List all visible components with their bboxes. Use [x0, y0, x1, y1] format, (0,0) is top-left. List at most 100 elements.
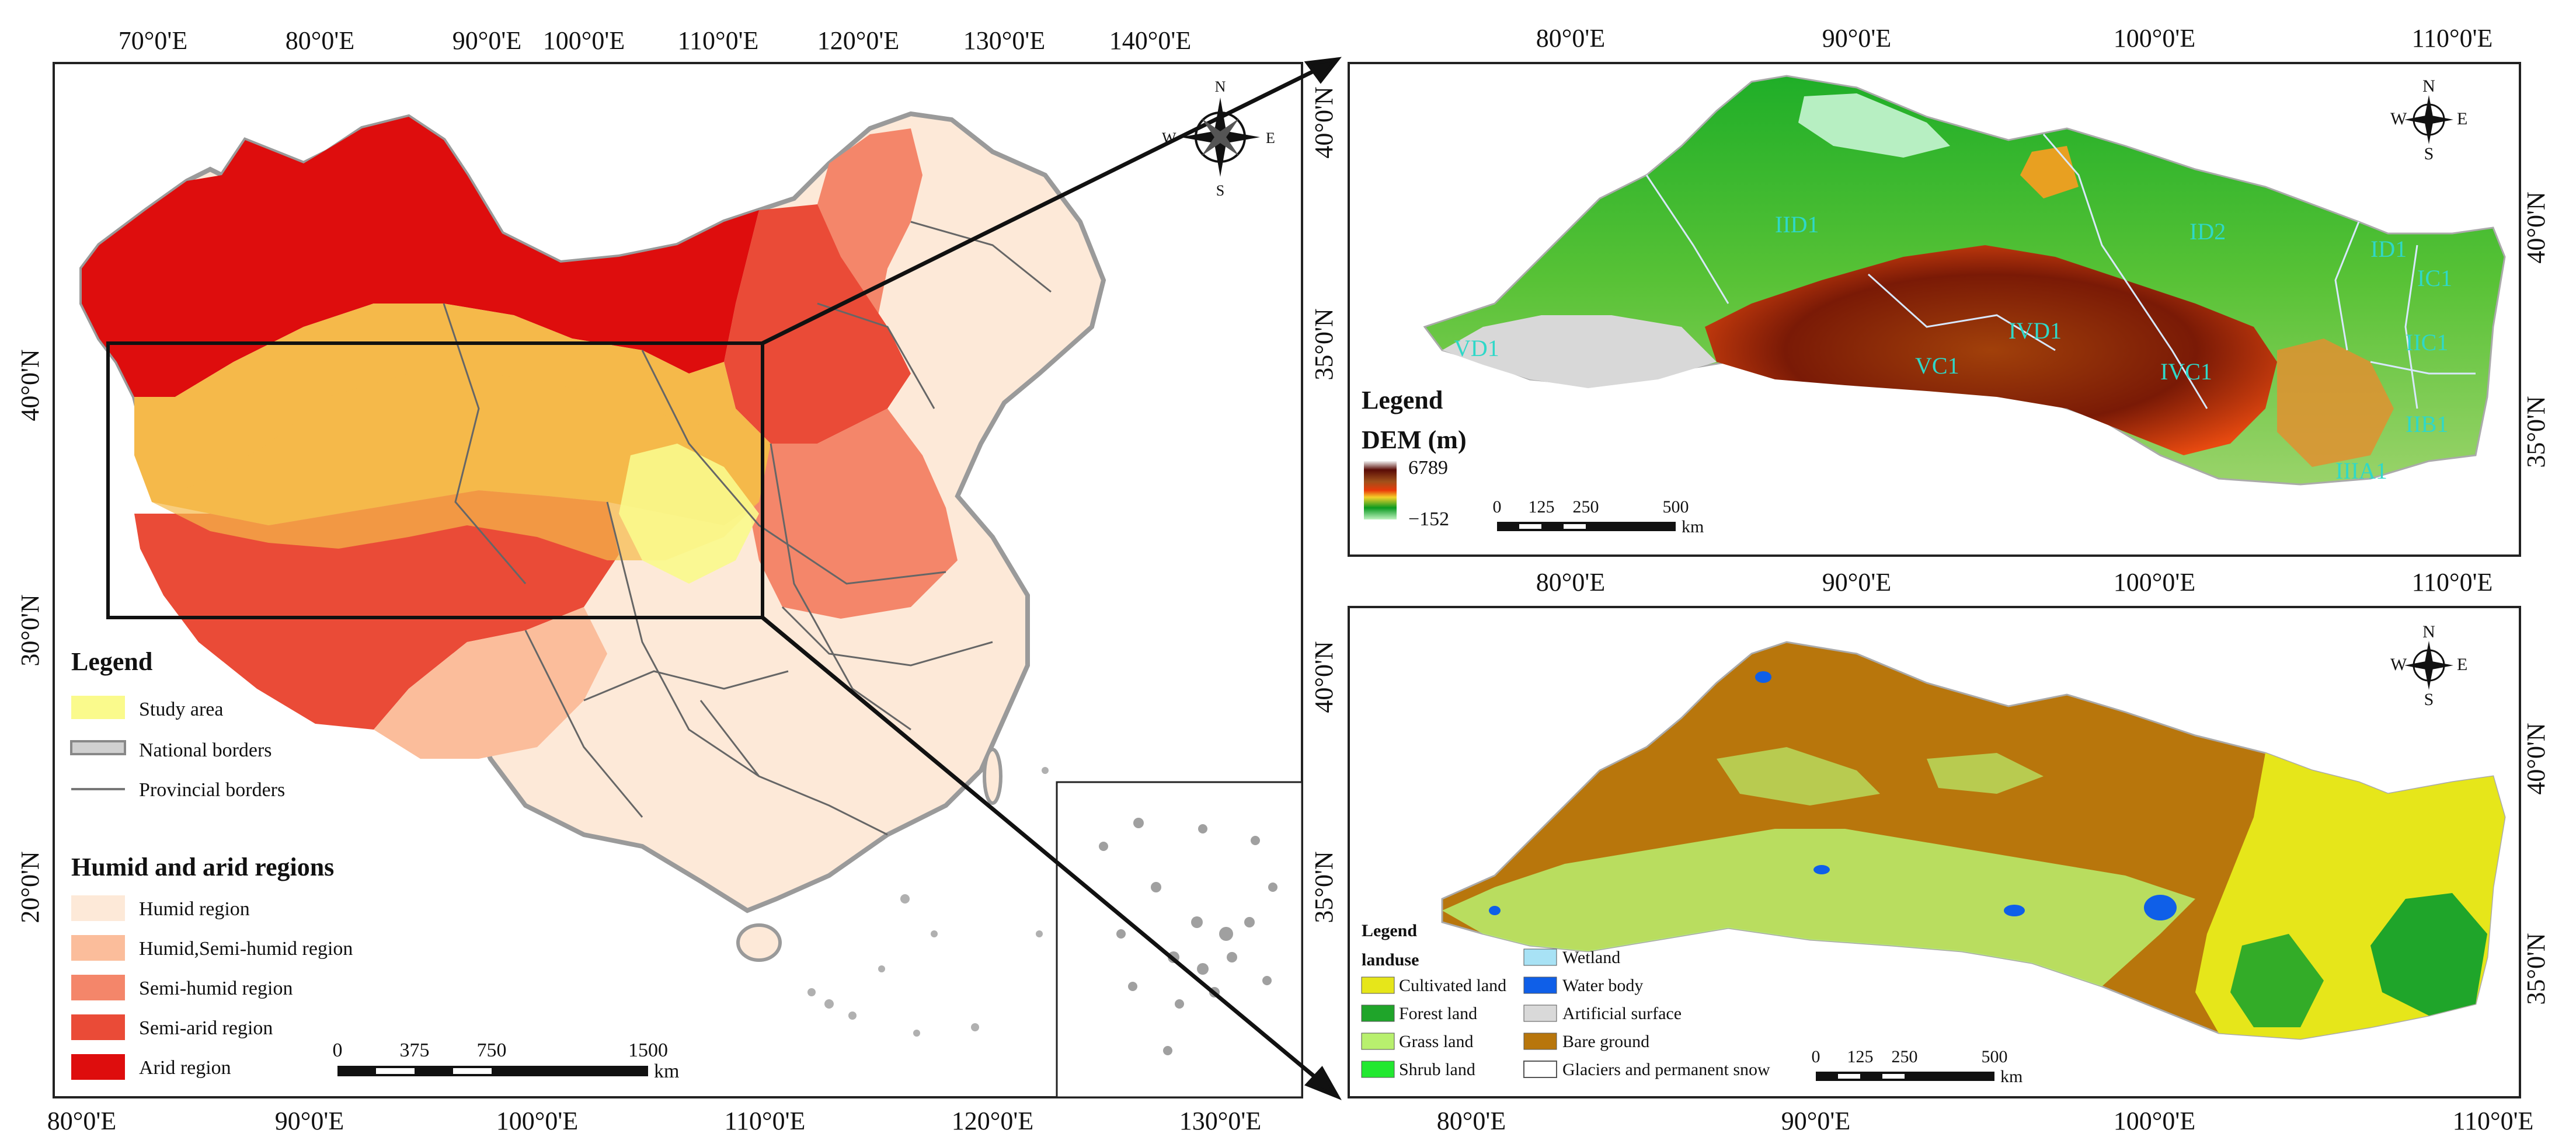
- dem-left-ticks: 40°0'N 35°0'N: [1310, 86, 1338, 380]
- region-code-vc1: VC1: [1915, 353, 1959, 379]
- region-code-iic1: IIC1: [2406, 329, 2448, 355]
- scale-label: 500: [1663, 497, 1689, 517]
- dem-region-lines: [1645, 134, 2476, 409]
- legend-label: Water body: [1562, 976, 1643, 995]
- tick-label: 20°0'N: [16, 851, 44, 923]
- legend-label: Humid,Semi-humid region: [139, 938, 353, 960]
- region-code-id1: ID1: [2370, 236, 2407, 262]
- tick-label: 110°0'E: [725, 1107, 806, 1135]
- compass-w-label: W: [2390, 109, 2407, 128]
- landuse-legend-title: Legend: [1362, 921, 1417, 940]
- tick-label: 80°0'E: [47, 1107, 116, 1135]
- legend-swatch-arid: [71, 1054, 125, 1080]
- scale-label: 500: [1982, 1047, 2008, 1066]
- legend-swatch-national-border: [70, 740, 126, 755]
- legend-label: Forest land: [1399, 1004, 1477, 1023]
- legend-label: Semi-arid region: [139, 1017, 273, 1039]
- legend-swatch-wetland: [1523, 948, 1557, 966]
- legend-swatch-cultivated: [1361, 976, 1395, 994]
- scale-label: 125: [1529, 497, 1555, 517]
- dem-color-ramp: [1364, 461, 1397, 519]
- dem-plateau: [1705, 245, 2277, 455]
- legend-label: Provincial borders: [139, 779, 285, 801]
- left-legend: Legend Study area National borders Provi…: [70, 647, 353, 1080]
- scale-unit: km: [1682, 517, 1704, 536]
- legend-swatch-study-area: [71, 696, 125, 719]
- legend-swatch-glaciers: [1523, 1061, 1557, 1078]
- dem-basin-lowland: [1798, 93, 1950, 158]
- legend-label: Humid region: [139, 898, 250, 920]
- compass-e-label: E: [2457, 109, 2467, 128]
- compass-s-label: S: [2424, 690, 2434, 709]
- scale-unit: km: [2000, 1067, 2022, 1086]
- dem-legend-subtitle: DEM (m): [1362, 425, 1467, 454]
- scale-label: 375: [400, 1040, 430, 1061]
- dem-top-ticks: 80°0'E 90°0'E 100°0'E 110°0'E: [1536, 24, 2493, 53]
- scale-label: 250: [1573, 497, 1599, 517]
- tick-label: 110°0'E: [2412, 568, 2493, 597]
- legend-swatch-water: [1523, 976, 1557, 994]
- compass-w-label: W: [2390, 655, 2407, 674]
- compass-rose-dem: N S E W: [2390, 76, 2467, 163]
- compass-n-label: N: [2422, 622, 2435, 641]
- dem-scale-bar: 0 125 250 500 km: [1493, 497, 1704, 536]
- legend-label: National borders: [139, 740, 272, 761]
- hainan-island: [736, 923, 782, 962]
- landuse-right-ticks: 40°0'N 35°0'N: [2522, 723, 2550, 1005]
- legend-swatch-semiarid: [71, 1014, 125, 1040]
- tick-label: 90°0'E: [275, 1107, 344, 1135]
- tick-label: 100°0'E: [543, 26, 625, 55]
- scale-unit: km: [654, 1061, 679, 1082]
- legend-label: Shrub land: [1399, 1060, 1475, 1079]
- tick-label: 110°0'E: [2453, 1107, 2534, 1135]
- scale-label: 0: [333, 1040, 343, 1061]
- legend-label: Grass land: [1399, 1032, 1473, 1051]
- tick-label: 100°0'E: [496, 1107, 578, 1135]
- tick-label: 120°0'E: [817, 26, 899, 55]
- dem-legend-title: Legend: [1362, 386, 1443, 414]
- china-map-panel: N S E W 70°0'E 80°0'E 90°0'E 100°0'E 110…: [16, 26, 1342, 1135]
- region-code-ic1: IC1: [2417, 265, 2452, 291]
- tick-label: 30°0'N: [16, 594, 44, 666]
- taiwan-island: [983, 748, 1002, 805]
- landuse-water: [1489, 671, 2177, 920]
- compass-n-label: N: [2422, 76, 2435, 96]
- scale-label: 125: [1847, 1047, 1874, 1066]
- landuse-bottom-ticks: 80°0'E 90°0'E 100°0'E 110°0'E: [1437, 1107, 2534, 1135]
- legend-label: Bare ground: [1562, 1032, 1649, 1051]
- dem-region-codes: IID1 ID2 ID1 IC1 IIC1 IIB1 IIIA1 VD1 VC1…: [1454, 211, 2452, 484]
- tick-label: 90°0'E: [1781, 1107, 1850, 1135]
- legend-swatch-forest: [1361, 1005, 1395, 1022]
- region-code-id2: ID2: [2189, 218, 2226, 245]
- scale-label: 250: [1892, 1047, 1918, 1066]
- tick-label: 100°0'E: [2114, 1107, 2195, 1135]
- tick-label: 90°0'E: [1822, 24, 1891, 53]
- tick-label: 40°0'N: [2522, 723, 2550, 794]
- dem-right-ticks: 40°0'N 35°0'N: [2522, 191, 2550, 468]
- landuse-top-ticks: 80°0'E 90°0'E 100°0'E 110°0'E: [1536, 568, 2493, 597]
- compass-rose-landuse: N S E W: [2390, 622, 2467, 709]
- legend-swatch-bare: [1523, 1033, 1557, 1050]
- legend-swatch-humid-semihumid: [71, 935, 125, 961]
- dem-max-label: 6789: [1408, 457, 1448, 479]
- compass-w-label: W: [1162, 130, 1176, 147]
- tick-label: 140°0'E: [1109, 26, 1191, 55]
- legend-swatch-humid: [71, 895, 125, 921]
- scale-label: 1500: [628, 1040, 668, 1061]
- tick-label: 80°0'E: [1536, 24, 1605, 53]
- scale-label: 750: [477, 1040, 507, 1061]
- tick-label: 100°0'E: [2114, 24, 2195, 53]
- region-code-iid1: IID1: [1775, 211, 1819, 238]
- study-area-box: [106, 341, 764, 619]
- compass-s-label: S: [1216, 182, 1224, 199]
- tick-label: 120°0'E: [952, 1107, 1033, 1135]
- legend-swatch-shrub: [1361, 1061, 1395, 1078]
- tick-label: 80°0'E: [286, 26, 354, 55]
- tick-label: 130°0'E: [1179, 1107, 1261, 1135]
- left-bottom-ticks: 80°0'E 90°0'E 100°0'E 110°0'E 120°0'E 13…: [47, 1107, 1261, 1135]
- tick-label: 40°0'N: [16, 349, 44, 421]
- tick-label: 35°0'N: [1310, 851, 1338, 923]
- landuse-scale-bar: 0 125 250 500 km: [1812, 1047, 2023, 1086]
- china-regions: [79, 111, 1106, 913]
- south-sea-inset: [1056, 781, 1303, 1098]
